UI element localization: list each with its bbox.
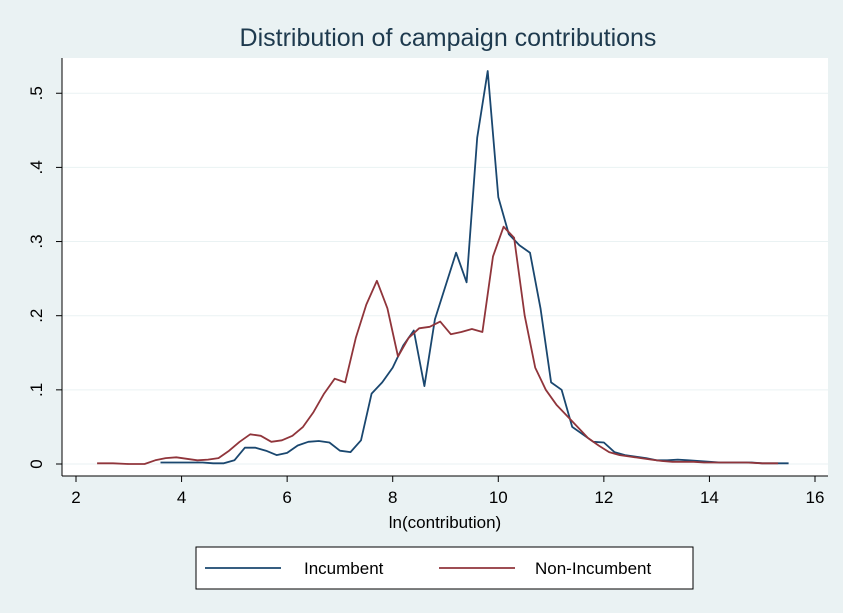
x-tick-label-7: 16 <box>806 488 825 507</box>
x-tick-label-1: 4 <box>177 488 186 507</box>
y-tick-label-4: .4 <box>27 160 46 174</box>
y-tick-label-0: 0 <box>27 459 46 468</box>
chart-title: Distribution of campaign contributions <box>240 24 657 52</box>
x-tick-label-3: 8 <box>388 488 397 507</box>
y-tick-label-5: .5 <box>27 86 46 100</box>
plot-area <box>62 58 828 476</box>
y-tick-label-3: .3 <box>27 234 46 248</box>
series-line-non-incumbent <box>97 225 779 465</box>
x-tick-label-5: 12 <box>594 488 613 507</box>
y-tick-label-2: .2 <box>27 309 46 323</box>
series-lines <box>97 70 789 465</box>
x-tick-label-6: 14 <box>700 488 719 507</box>
x-axis-label: ln(contribution) <box>389 513 501 532</box>
x-tick-label-0: 2 <box>71 488 80 507</box>
legend-label-non-incumbent: Non-Incumbent <box>535 559 652 578</box>
grid-lines <box>62 92 828 465</box>
x-tick-label-4: 10 <box>489 488 508 507</box>
series-line-incumbent <box>160 70 789 465</box>
y-tick-label-1: .1 <box>27 383 46 397</box>
legend-label-incumbent: Incumbent <box>304 559 384 578</box>
x-tick-label-2: 6 <box>282 488 291 507</box>
legend: Incumbent Non-Incumbent <box>195 546 694 590</box>
axes: 2 4 6 8 10 12 14 16 0 .1 .2 .3 .4 .5 <box>27 58 828 507</box>
